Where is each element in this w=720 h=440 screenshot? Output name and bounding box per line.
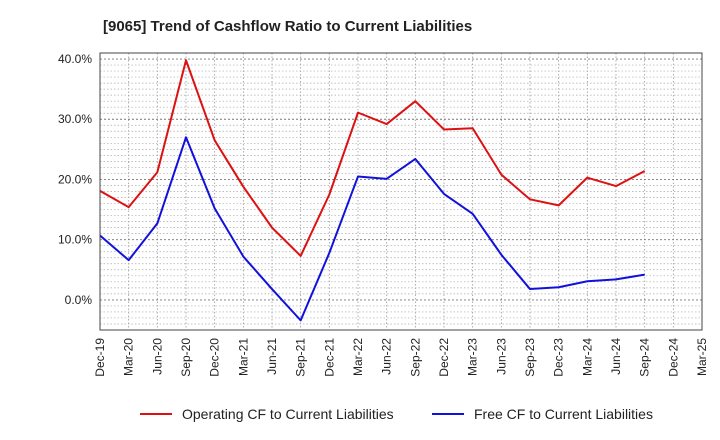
x-tick-label: Sep-20 (179, 338, 193, 377)
legend-label-2: Free CF to Current Liabilities (474, 406, 653, 422)
series-line-1 (99, 59, 646, 257)
x-tick-label: Jun-20 (150, 338, 164, 375)
x-tick-label: Dec-23 (552, 338, 566, 377)
x-tick-label: Dec-22 (437, 338, 451, 377)
x-tick-label: Mar-23 (466, 338, 480, 376)
x-tick-label: Mar-20 (122, 338, 136, 376)
x-tick-label: Dec-20 (208, 338, 222, 377)
x-tick-label: Mar-24 (580, 338, 594, 376)
legend-label-1: Operating CF to Current Liabilities (182, 406, 394, 422)
axis-layer: 0.0% 10.0% 20.0% 30.0% 40.0% Dec-19 Mar-20 Jun-… (58, 52, 709, 377)
x-tick-label: Mar-21 (236, 338, 250, 376)
y-tick-label: 30.0% (58, 112, 92, 126)
series-layer (99, 59, 646, 322)
x-tick-label: Jun-23 (494, 338, 508, 375)
series-line-2 (99, 136, 645, 322)
x-tick-label: Sep-23 (523, 338, 537, 377)
y-tick-label: 20.0% (58, 172, 92, 186)
x-tick-label: Dec-19 (93, 338, 107, 377)
x-tick-label: Dec-24 (666, 338, 680, 377)
y-tick-label: 40.0% (58, 52, 92, 66)
x-tick-label: Jun-22 (380, 338, 394, 375)
x-tick-label: Mar-22 (351, 338, 365, 376)
x-tick-label: Jun-24 (609, 338, 623, 375)
x-tick-label: Sep-24 (638, 338, 652, 377)
y-tick-label: 0.0% (65, 293, 93, 307)
chart-title: [9065] Trend of Cashflow Ratio to Curren… (103, 18, 472, 35)
legend: Operating CF to Current Liabilities Free … (140, 406, 653, 422)
x-tick-label: Dec-21 (322, 338, 336, 377)
y-tick-label: 10.0% (58, 233, 92, 247)
x-tick-label: Sep-22 (408, 338, 422, 377)
grid-layer (99, 52, 703, 331)
x-tick-label: Jun-21 (265, 338, 279, 375)
x-tick-label: Mar-25 (695, 338, 709, 376)
x-tick-label: Sep-21 (294, 338, 308, 377)
plot-border (99, 52, 703, 331)
